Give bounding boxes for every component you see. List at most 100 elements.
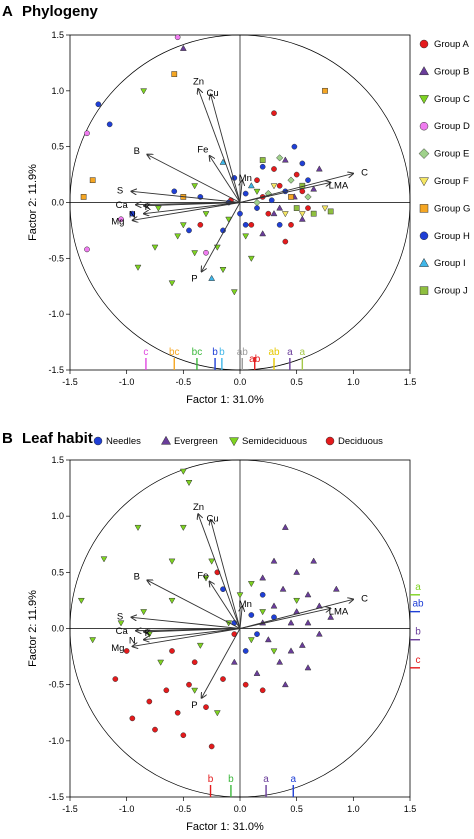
x-tick-label: 0.5 xyxy=(290,377,303,387)
data-point xyxy=(304,664,312,671)
x-tick-label: -0.5 xyxy=(176,377,192,387)
data-point xyxy=(247,581,255,588)
data-point xyxy=(276,221,283,228)
data-point xyxy=(315,165,323,172)
data-point xyxy=(171,188,178,195)
data-point xyxy=(84,246,90,253)
data-point xyxy=(247,637,255,644)
legend-marker xyxy=(419,286,429,295)
loading-vector xyxy=(209,156,241,203)
significance-letter: a xyxy=(415,582,421,593)
legend-marker xyxy=(419,121,429,131)
data-point xyxy=(186,227,192,234)
data-point xyxy=(259,591,266,598)
legend-marker xyxy=(228,437,240,447)
data-point xyxy=(287,619,295,626)
data-point xyxy=(242,221,249,228)
data-point xyxy=(321,205,329,212)
data-point xyxy=(134,524,142,532)
significance-letter: b xyxy=(228,774,234,785)
data-point xyxy=(310,185,318,192)
legend-entry: Semideciduous xyxy=(228,436,307,447)
y-tick-label: 1.5 xyxy=(51,30,64,40)
legend-label: Deciduous xyxy=(338,436,383,447)
significance-letter: b xyxy=(219,347,225,358)
data-point xyxy=(219,158,227,165)
vector-label: S xyxy=(117,186,123,197)
data-point xyxy=(140,609,148,616)
data-point xyxy=(191,687,199,694)
data-point xyxy=(253,198,261,207)
data-point xyxy=(152,726,158,733)
vector-label: Zn xyxy=(193,502,204,513)
legend-marker xyxy=(160,435,172,445)
data-point xyxy=(174,709,181,716)
data-point xyxy=(259,687,266,694)
data-point xyxy=(259,163,266,170)
loading-vector xyxy=(132,628,241,647)
data-point xyxy=(117,620,125,627)
legend-entry: Deciduous xyxy=(325,436,383,447)
data-point xyxy=(305,177,311,184)
data-point xyxy=(154,205,162,212)
vector-label: Mg xyxy=(111,217,124,228)
vector-label: Ca xyxy=(116,200,129,211)
legend-entry: Group G xyxy=(419,203,470,214)
data-point xyxy=(270,557,278,564)
y-tick-label: -1.0 xyxy=(48,309,64,319)
loading-vector xyxy=(144,202,241,206)
loading-vector xyxy=(198,89,241,203)
significance-letter: ab xyxy=(237,347,249,358)
vector-label: C xyxy=(361,593,368,604)
data-point xyxy=(77,597,85,605)
data-point xyxy=(253,669,261,676)
y-tick-label: 1.5 xyxy=(51,455,64,465)
x-axis-label: Factor 1: 31.0% xyxy=(186,821,264,833)
data-point xyxy=(281,681,289,688)
data-point xyxy=(208,274,216,281)
x-tick-label: -0.5 xyxy=(176,804,192,814)
loading-vector xyxy=(201,202,241,272)
data-point xyxy=(293,171,300,178)
data-point xyxy=(270,210,278,217)
vector-label: Fe xyxy=(197,570,208,581)
legend-entry: Group A xyxy=(419,39,470,50)
data-point xyxy=(185,480,193,487)
data-point xyxy=(299,160,306,167)
x-tick-label: 1.0 xyxy=(347,377,360,387)
significance-letter: b xyxy=(212,347,218,358)
vector-label: K xyxy=(145,628,152,639)
loading-vector xyxy=(239,599,353,629)
significance-letter: ab xyxy=(249,354,261,365)
legend-label: Group B xyxy=(434,66,469,77)
data-point xyxy=(191,183,199,190)
loading-vector xyxy=(201,628,241,699)
data-point xyxy=(304,591,312,598)
legend-label: Group J xyxy=(434,286,468,297)
loading-vector xyxy=(239,182,331,203)
significance-letter: b xyxy=(208,774,214,785)
data-point xyxy=(157,659,165,666)
data-point xyxy=(276,204,284,211)
data-point xyxy=(298,215,306,222)
y-tick-label: 0.5 xyxy=(51,142,64,152)
significance-letter: c xyxy=(416,655,421,666)
legend-entry: Group I xyxy=(418,257,466,269)
loading-vector xyxy=(144,628,241,632)
data-point xyxy=(180,732,187,739)
legend-entry: Evergreen xyxy=(160,435,218,447)
vector-label: Fe xyxy=(197,145,208,156)
data-point xyxy=(288,194,294,200)
data-point xyxy=(247,182,255,189)
data-point xyxy=(281,211,289,218)
legend-entry: Group H xyxy=(419,231,470,242)
x-tick-label: -1.0 xyxy=(119,377,135,387)
legend-marker xyxy=(325,436,335,446)
legend-label: Group H xyxy=(434,231,470,242)
loading-vector xyxy=(147,580,241,629)
significance-letter: ab xyxy=(268,347,280,358)
loading-vector xyxy=(211,94,241,203)
data-point xyxy=(298,211,306,218)
legend-label: Needles xyxy=(106,436,141,447)
legend-marker xyxy=(419,39,429,49)
